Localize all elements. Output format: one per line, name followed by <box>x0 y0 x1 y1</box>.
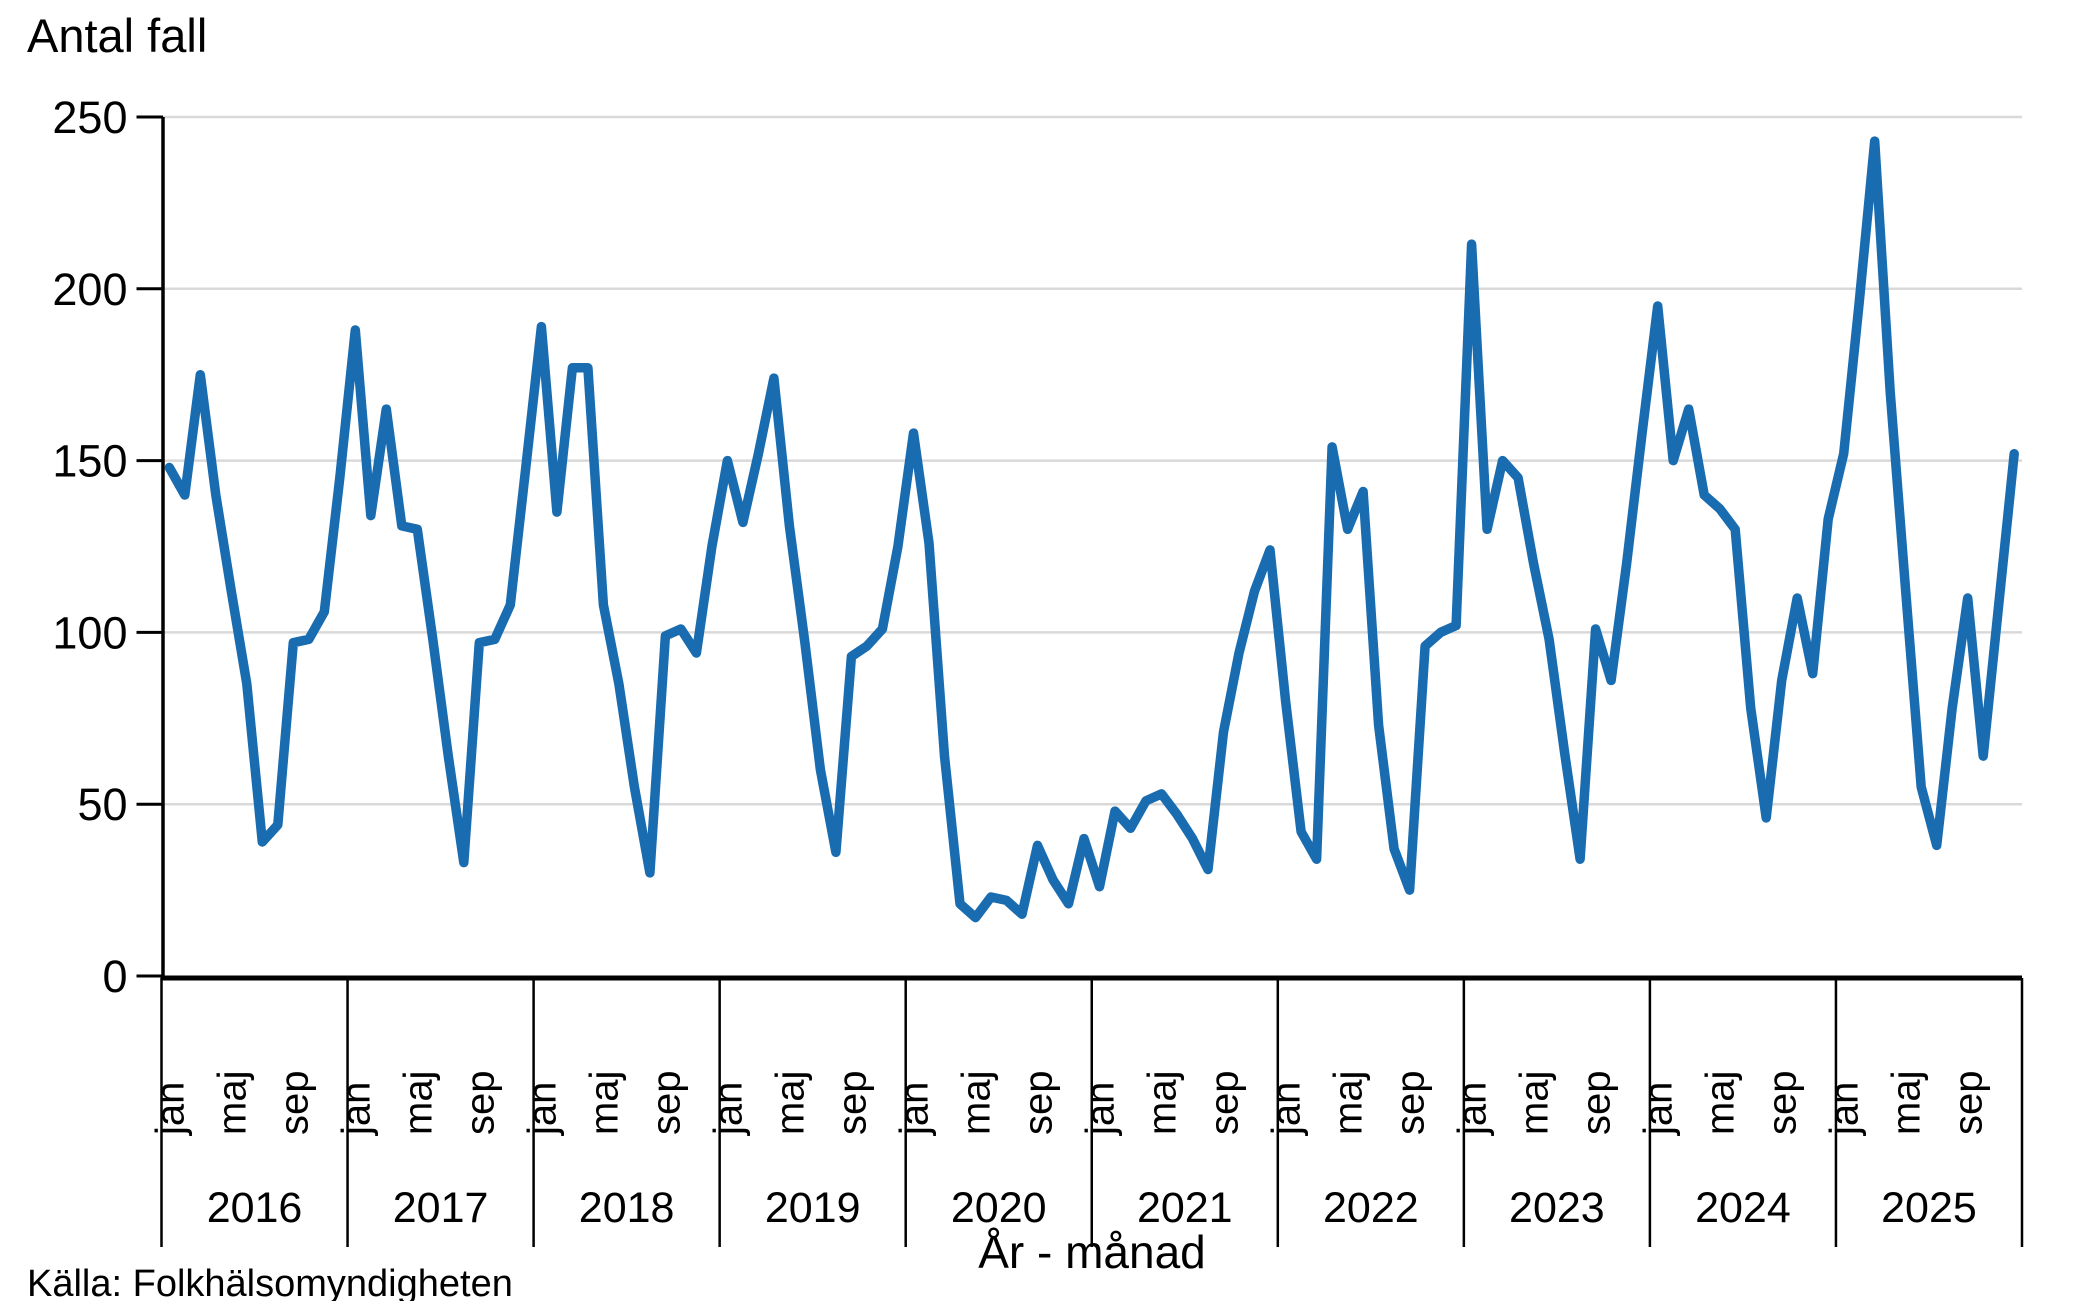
year-label: 2022 <box>1323 1184 1419 1232</box>
month-tick-label: jan <box>1451 1082 1495 1136</box>
month-tick-label: jan <box>148 1082 192 1136</box>
month-tick-label: maj <box>1885 1071 1929 1135</box>
year-label: 2021 <box>1137 1184 1233 1232</box>
month-tick-label: jan <box>334 1082 378 1136</box>
month-tick-label: maj <box>210 1071 254 1135</box>
month-tick-label: sep <box>1575 1071 1619 1136</box>
year-label: 2016 <box>207 1184 303 1232</box>
year-label: 2023 <box>1509 1184 1605 1232</box>
month-tick-label: jan <box>1265 1082 1309 1136</box>
y-tick-label: 0 <box>102 951 127 1002</box>
month-tick-label: jan <box>892 1082 936 1136</box>
month-tick-label: jan <box>1079 1082 1123 1136</box>
month-tick-label: maj <box>1513 1071 1557 1135</box>
y-tick-label: 150 <box>52 436 127 487</box>
y-tick-label: 200 <box>52 264 127 315</box>
cases-line-series <box>164 136 2019 923</box>
y-tick-label: 50 <box>77 779 127 830</box>
chart-title: Antal fall <box>27 9 207 62</box>
month-tick-label: maj <box>582 1071 626 1135</box>
month-tick-label: maj <box>1699 1071 1743 1135</box>
month-tick-label: sep <box>458 1071 502 1136</box>
month-tick-label: maj <box>1141 1071 1185 1135</box>
month-tick-label: sep <box>830 1071 874 1136</box>
month-tick-label: sep <box>1761 1071 1805 1136</box>
month-tick-label: maj <box>954 1071 998 1135</box>
month-tick-label: sep <box>644 1071 688 1136</box>
month-tick-label: sep <box>1389 1071 1433 1136</box>
year-label: 2018 <box>579 1184 675 1232</box>
year-label: 2020 <box>951 1184 1047 1232</box>
month-tick-label: jan <box>1637 1082 1681 1136</box>
month-tick-label: jan <box>520 1082 564 1136</box>
year-label: 2025 <box>1881 1184 1977 1232</box>
source-caption: Källa: Folkhälsomyndigheten <box>27 1263 513 1301</box>
y-tick-label: 100 <box>52 607 127 658</box>
x-axis-title: År - månad <box>978 1226 1206 1278</box>
y-tick-labels-group: 0 50 100 150 200 250 <box>52 92 127 1002</box>
month-tick-label: sep <box>272 1071 316 1136</box>
month-tick-label: sep <box>1203 1071 1247 1136</box>
month-tick-label: jan <box>706 1082 750 1136</box>
y-axis-group <box>136 115 165 978</box>
month-tick-label: sep <box>1016 1071 1060 1136</box>
month-tick-label: sep <box>1947 1071 1991 1136</box>
data-series-group <box>164 136 2019 923</box>
y-tick-label: 250 <box>52 92 127 143</box>
month-tick-labels-group: jan maj sep jan maj sep jan maj sep jan maj sep jan m… <box>148 1071 1990 1137</box>
month-tick-label: maj <box>396 1071 440 1135</box>
month-tick-label: jan <box>1823 1082 1867 1136</box>
month-tick-label: maj <box>1327 1071 1371 1135</box>
year-label: 2024 <box>1695 1184 1791 1232</box>
month-tick-label: maj <box>768 1071 812 1135</box>
year-labels-group: 2016 2017 2018 2019 2020 2021 2022 2023 2024 2025 <box>207 1184 1977 1232</box>
gridlines-group <box>163 115 2022 806</box>
year-separators-group <box>160 978 2024 1247</box>
year-label: 2019 <box>765 1184 861 1232</box>
year-label: 2017 <box>393 1184 489 1232</box>
